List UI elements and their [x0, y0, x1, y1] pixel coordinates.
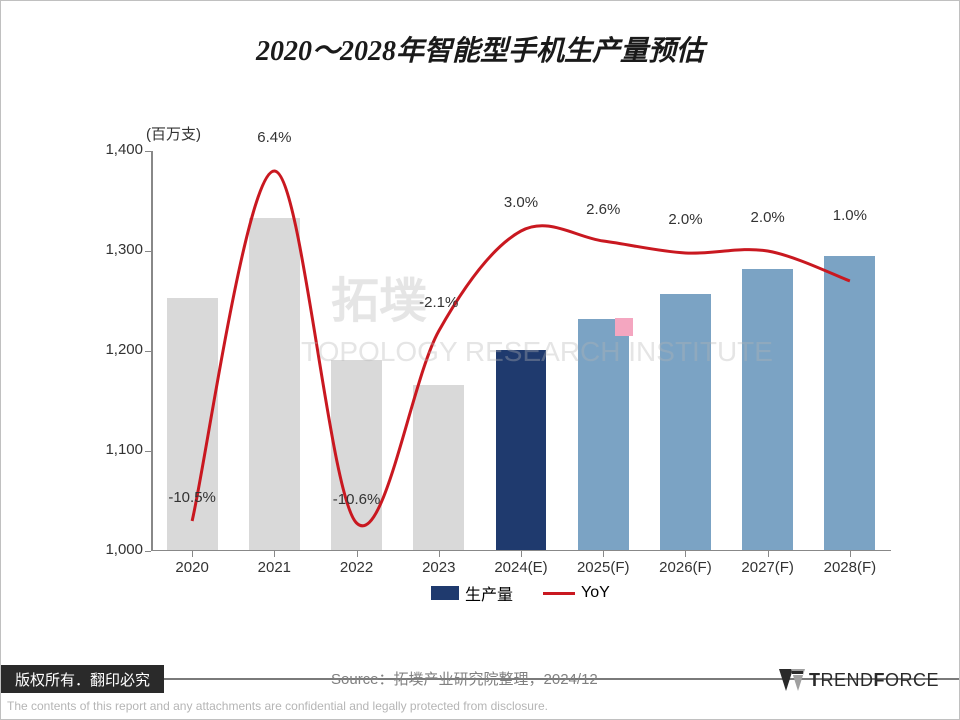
line-data-label: -2.1%: [419, 294, 458, 311]
y-tick-label: 1,000: [83, 541, 143, 558]
disclaimer-text: The contents of this report and any atta…: [7, 699, 548, 713]
brand-logo: TRENDFORCE: [779, 669, 939, 691]
y-tick-label: 1,400: [83, 141, 143, 158]
brand-logo-icon: [779, 669, 805, 691]
legend-item: YoY: [543, 584, 610, 602]
line-data-label: 2.6%: [586, 201, 620, 218]
y-tick-label: 1,300: [83, 241, 143, 258]
x-tick-label: 2022: [340, 559, 373, 576]
line-series: [71, 91, 931, 591]
x-tick-label: 2020: [175, 559, 208, 576]
line-data-label: 1.0%: [833, 207, 867, 224]
x-tick-label: 2023: [422, 559, 455, 576]
chart-title: 2020～2028年智能型手机生产量预估: [1, 29, 959, 69]
x-tick-mark: [603, 551, 604, 557]
y-tick-mark: [145, 551, 151, 552]
x-tick-mark: [685, 551, 686, 557]
line-data-label: 2.0%: [668, 211, 702, 228]
y-tick-label: 1,200: [83, 341, 143, 358]
legend: 生产量 YoY: [431, 581, 610, 605]
line-data-label: 2.0%: [751, 209, 785, 226]
x-tick-label: 2026(F): [659, 559, 712, 576]
source-text: Source：拓墣产业研究院整理，2024/12: [331, 668, 598, 689]
x-tick-mark: [850, 551, 851, 557]
x-tick-label: 2024(E): [494, 559, 547, 576]
legend-item: 生产量: [431, 581, 513, 605]
copyright-text: 版权所有．翻印必究: [1, 665, 164, 693]
x-tick-mark: [357, 551, 358, 557]
pink-marker: [615, 318, 633, 336]
x-tick-mark: [439, 551, 440, 557]
line-data-label: 6.4%: [257, 129, 291, 146]
y-tick-label: 1,100: [83, 441, 143, 458]
x-tick-label: 2021: [258, 559, 291, 576]
x-tick-mark: [192, 551, 193, 557]
legend-swatch-bar: [431, 586, 459, 600]
line-data-label: -10.6%: [333, 491, 381, 508]
x-tick-mark: [521, 551, 522, 557]
legend-swatch-line: [543, 592, 575, 595]
chart-area: (百万支) 生产量YoY 拓墣 TOPOLOGY RESEARCH INSTIT…: [71, 91, 891, 631]
x-tick-mark: [768, 551, 769, 557]
legend-label: YoY: [581, 584, 610, 602]
legend-label: 生产量: [465, 581, 513, 605]
line-data-label: 3.0%: [504, 194, 538, 211]
brand-logo-text: TRENDFORCE: [809, 670, 939, 691]
y-axis-unit: (百万支): [146, 123, 201, 144]
x-tick-mark: [274, 551, 275, 557]
y-axis-line: [151, 151, 153, 551]
slide: 2020～2028年智能型手机生产量预估 (百万支) 生产量YoY 拓墣 TOP…: [0, 0, 960, 720]
x-tick-label: 2027(F): [741, 559, 794, 576]
line-data-label: -10.5%: [168, 489, 216, 506]
x-tick-label: 2025(F): [577, 559, 630, 576]
x-tick-label: 2028(F): [824, 559, 877, 576]
